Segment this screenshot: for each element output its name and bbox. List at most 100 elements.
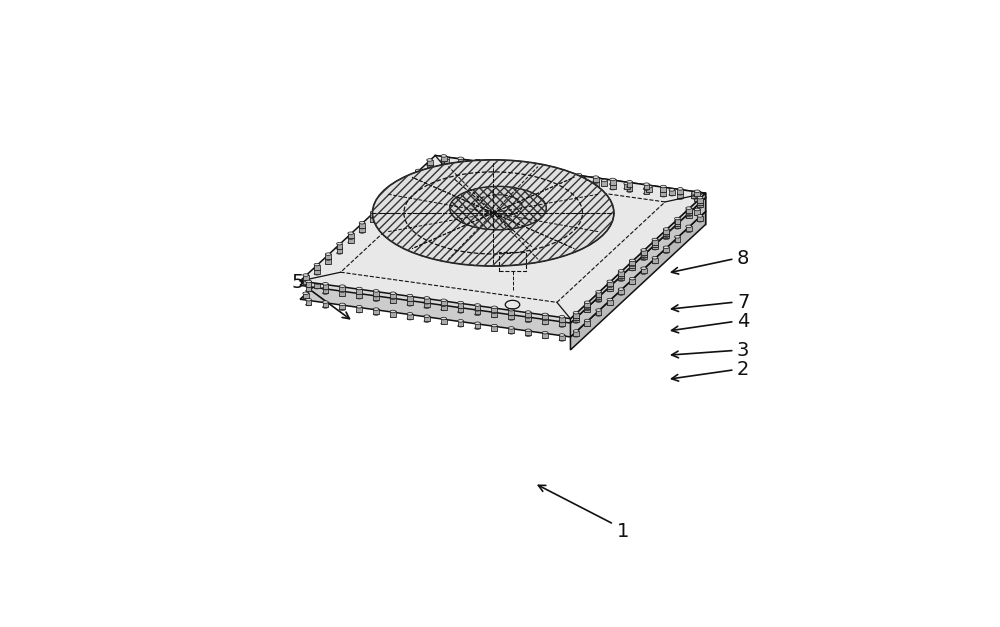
Polygon shape: [686, 226, 692, 231]
Polygon shape: [663, 233, 669, 238]
Ellipse shape: [627, 190, 632, 192]
Polygon shape: [373, 295, 379, 300]
Ellipse shape: [525, 316, 531, 319]
Text: 6: 6: [419, 201, 432, 220]
Ellipse shape: [641, 267, 647, 270]
Ellipse shape: [691, 192, 697, 194]
Polygon shape: [300, 155, 706, 319]
Polygon shape: [627, 186, 632, 191]
Ellipse shape: [427, 182, 433, 184]
Ellipse shape: [489, 169, 494, 171]
Polygon shape: [458, 158, 463, 164]
Polygon shape: [534, 171, 540, 176]
Polygon shape: [373, 309, 379, 314]
Ellipse shape: [511, 172, 517, 174]
Ellipse shape: [525, 166, 531, 169]
Polygon shape: [669, 190, 675, 195]
Ellipse shape: [573, 319, 579, 321]
Ellipse shape: [652, 248, 658, 250]
Ellipse shape: [508, 314, 514, 316]
Ellipse shape: [573, 317, 579, 319]
Ellipse shape: [629, 261, 635, 264]
Polygon shape: [339, 290, 345, 295]
Ellipse shape: [601, 184, 607, 187]
Ellipse shape: [629, 259, 635, 261]
Ellipse shape: [314, 287, 320, 289]
Ellipse shape: [458, 176, 463, 178]
Ellipse shape: [584, 301, 590, 303]
Ellipse shape: [427, 163, 433, 166]
Ellipse shape: [694, 195, 700, 198]
Ellipse shape: [596, 308, 601, 311]
Polygon shape: [435, 160, 706, 211]
Text: 2: 2: [737, 361, 749, 379]
Ellipse shape: [323, 287, 328, 290]
Ellipse shape: [441, 304, 447, 307]
Ellipse shape: [596, 293, 601, 295]
Ellipse shape: [663, 230, 669, 233]
Ellipse shape: [356, 287, 362, 290]
Ellipse shape: [677, 187, 683, 190]
Polygon shape: [306, 286, 311, 291]
Ellipse shape: [491, 171, 497, 174]
Polygon shape: [458, 321, 463, 326]
Ellipse shape: [573, 335, 579, 337]
Ellipse shape: [697, 196, 703, 199]
Ellipse shape: [556, 178, 562, 181]
Ellipse shape: [382, 205, 387, 208]
Polygon shape: [652, 240, 658, 245]
Ellipse shape: [407, 313, 413, 315]
Ellipse shape: [584, 306, 590, 308]
Ellipse shape: [393, 208, 399, 211]
Polygon shape: [697, 216, 703, 221]
Ellipse shape: [458, 311, 463, 313]
Ellipse shape: [356, 292, 362, 294]
Polygon shape: [337, 248, 342, 253]
Ellipse shape: [593, 180, 599, 182]
Ellipse shape: [627, 199, 632, 201]
Polygon shape: [652, 241, 658, 247]
Ellipse shape: [303, 283, 309, 285]
Ellipse shape: [475, 327, 480, 329]
Polygon shape: [337, 262, 342, 267]
Ellipse shape: [618, 270, 624, 272]
Ellipse shape: [404, 198, 410, 201]
Polygon shape: [618, 273, 624, 278]
Polygon shape: [576, 179, 582, 184]
Ellipse shape: [694, 199, 700, 202]
Polygon shape: [508, 310, 514, 315]
Polygon shape: [441, 161, 447, 166]
Ellipse shape: [644, 187, 649, 190]
Ellipse shape: [508, 327, 514, 329]
Ellipse shape: [686, 212, 692, 214]
Ellipse shape: [669, 194, 675, 196]
Ellipse shape: [559, 189, 565, 192]
Polygon shape: [303, 275, 309, 280]
Ellipse shape: [694, 213, 700, 216]
Polygon shape: [339, 305, 345, 310]
Ellipse shape: [629, 266, 635, 269]
Ellipse shape: [694, 208, 700, 211]
Polygon shape: [300, 160, 706, 323]
Polygon shape: [491, 181, 497, 186]
Ellipse shape: [427, 177, 433, 179]
Polygon shape: [644, 189, 649, 194]
Ellipse shape: [686, 209, 692, 211]
Polygon shape: [677, 189, 683, 194]
Polygon shape: [559, 335, 565, 340]
Ellipse shape: [607, 285, 613, 288]
Ellipse shape: [458, 162, 463, 164]
Polygon shape: [542, 314, 548, 320]
Ellipse shape: [348, 232, 354, 234]
Ellipse shape: [306, 290, 311, 292]
Ellipse shape: [337, 243, 342, 245]
Ellipse shape: [629, 283, 635, 285]
Ellipse shape: [596, 290, 601, 293]
Polygon shape: [356, 307, 362, 312]
Ellipse shape: [508, 169, 514, 171]
Ellipse shape: [596, 298, 601, 300]
Polygon shape: [382, 206, 387, 211]
Ellipse shape: [627, 186, 632, 188]
Ellipse shape: [697, 214, 703, 217]
Ellipse shape: [652, 256, 658, 259]
